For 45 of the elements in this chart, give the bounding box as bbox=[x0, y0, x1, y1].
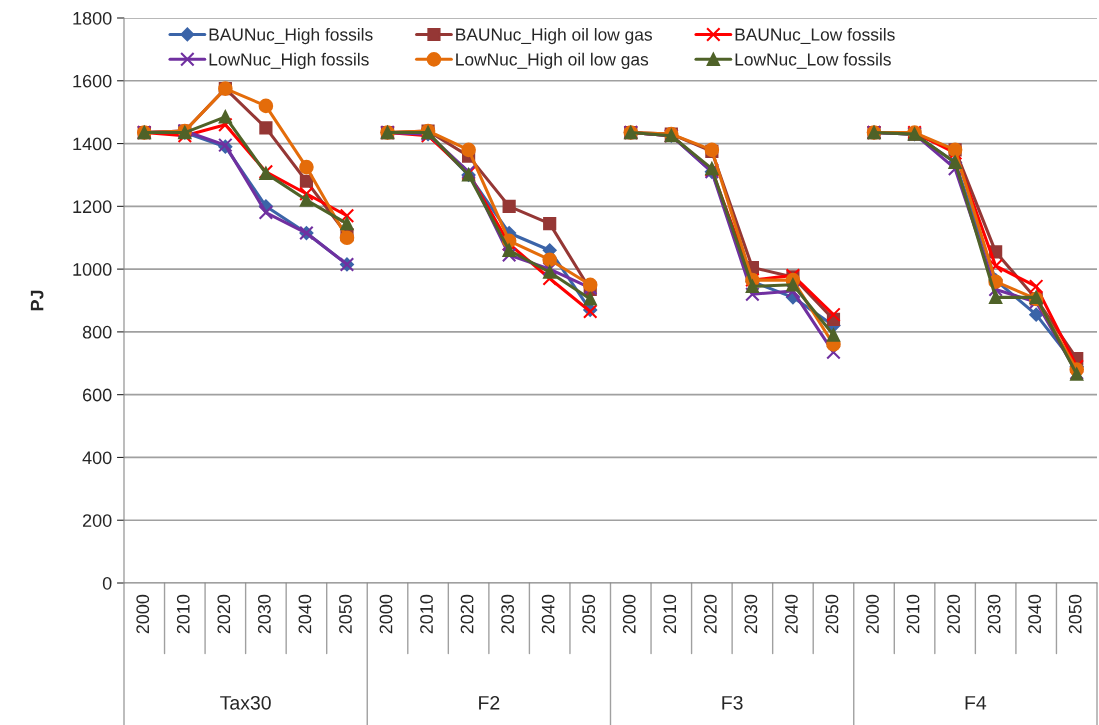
y-tick-label: 1200 bbox=[73, 200, 112, 214]
x-tick-label: 2000 bbox=[866, 594, 879, 634]
text: F4 bbox=[965, 696, 987, 710]
x-tick-label: 2030 bbox=[501, 594, 514, 634]
x-tick-label: 2000 bbox=[136, 594, 150, 634]
x-tick-label: 2030 bbox=[744, 594, 758, 634]
text: Tax30 bbox=[220, 695, 271, 710]
x-tick-label: 2030 bbox=[987, 594, 1001, 634]
y-tick-label: 600 bbox=[82, 388, 112, 402]
text: F2 bbox=[479, 695, 500, 710]
x-tick-label: 2010 bbox=[176, 594, 190, 634]
y-tick-label: 200 bbox=[82, 514, 112, 527]
x-tick-label: 2040 bbox=[541, 594, 555, 634]
x-tick-label: 2050 bbox=[825, 594, 839, 634]
x-tick-label: 2010 bbox=[906, 594, 920, 634]
x-tick-label: 2020 bbox=[947, 594, 960, 634]
x-tick-label: 2020 bbox=[460, 594, 474, 634]
y-tick-label: 800 bbox=[82, 325, 112, 339]
y-axis-title: PJ bbox=[30, 290, 44, 311]
y-tick-label: 1600 bbox=[73, 74, 112, 88]
x-tick-label: 2020 bbox=[703, 594, 717, 634]
legend-label: BAUNuc_High fossils bbox=[209, 27, 373, 45]
text: F3 bbox=[722, 695, 743, 710]
x-tick-label: 2010 bbox=[663, 594, 677, 634]
x-tick-label: 2040 bbox=[785, 594, 798, 634]
y-tick-label: 1400 bbox=[73, 137, 112, 151]
y-tick-label: 1000 bbox=[73, 263, 112, 276]
x-tick-label: 2050 bbox=[582, 594, 596, 634]
y-tick-label: 400 bbox=[82, 451, 112, 465]
x-tick-label: 2050 bbox=[339, 594, 352, 634]
y-tick-label: 1800 bbox=[73, 11, 112, 25]
x-tick-label: 2040 bbox=[1028, 594, 1042, 634]
legend-label: LowNuc_High oil low gas bbox=[456, 52, 649, 70]
x-tick-label: 2050 bbox=[1068, 594, 1082, 634]
legend-label: LowNuc_High fossils bbox=[209, 52, 369, 70]
y-tick-label: 0 bbox=[102, 576, 112, 590]
legend-label: LowNuc_Low fossils bbox=[735, 52, 891, 69]
x-tick-label: 2000 bbox=[622, 594, 636, 634]
x-tick-label: 2000 bbox=[379, 594, 393, 634]
x-tick-label: 2020 bbox=[217, 594, 231, 634]
legend-label: BAUNuc_High oil low gas bbox=[456, 27, 652, 45]
legend-label: BAUNuc_Low fossils bbox=[735, 27, 895, 45]
x-tick-label: 2030 bbox=[257, 594, 271, 634]
x-tick-label: 2010 bbox=[420, 594, 433, 634]
x-tick-label: 2040 bbox=[298, 594, 312, 634]
